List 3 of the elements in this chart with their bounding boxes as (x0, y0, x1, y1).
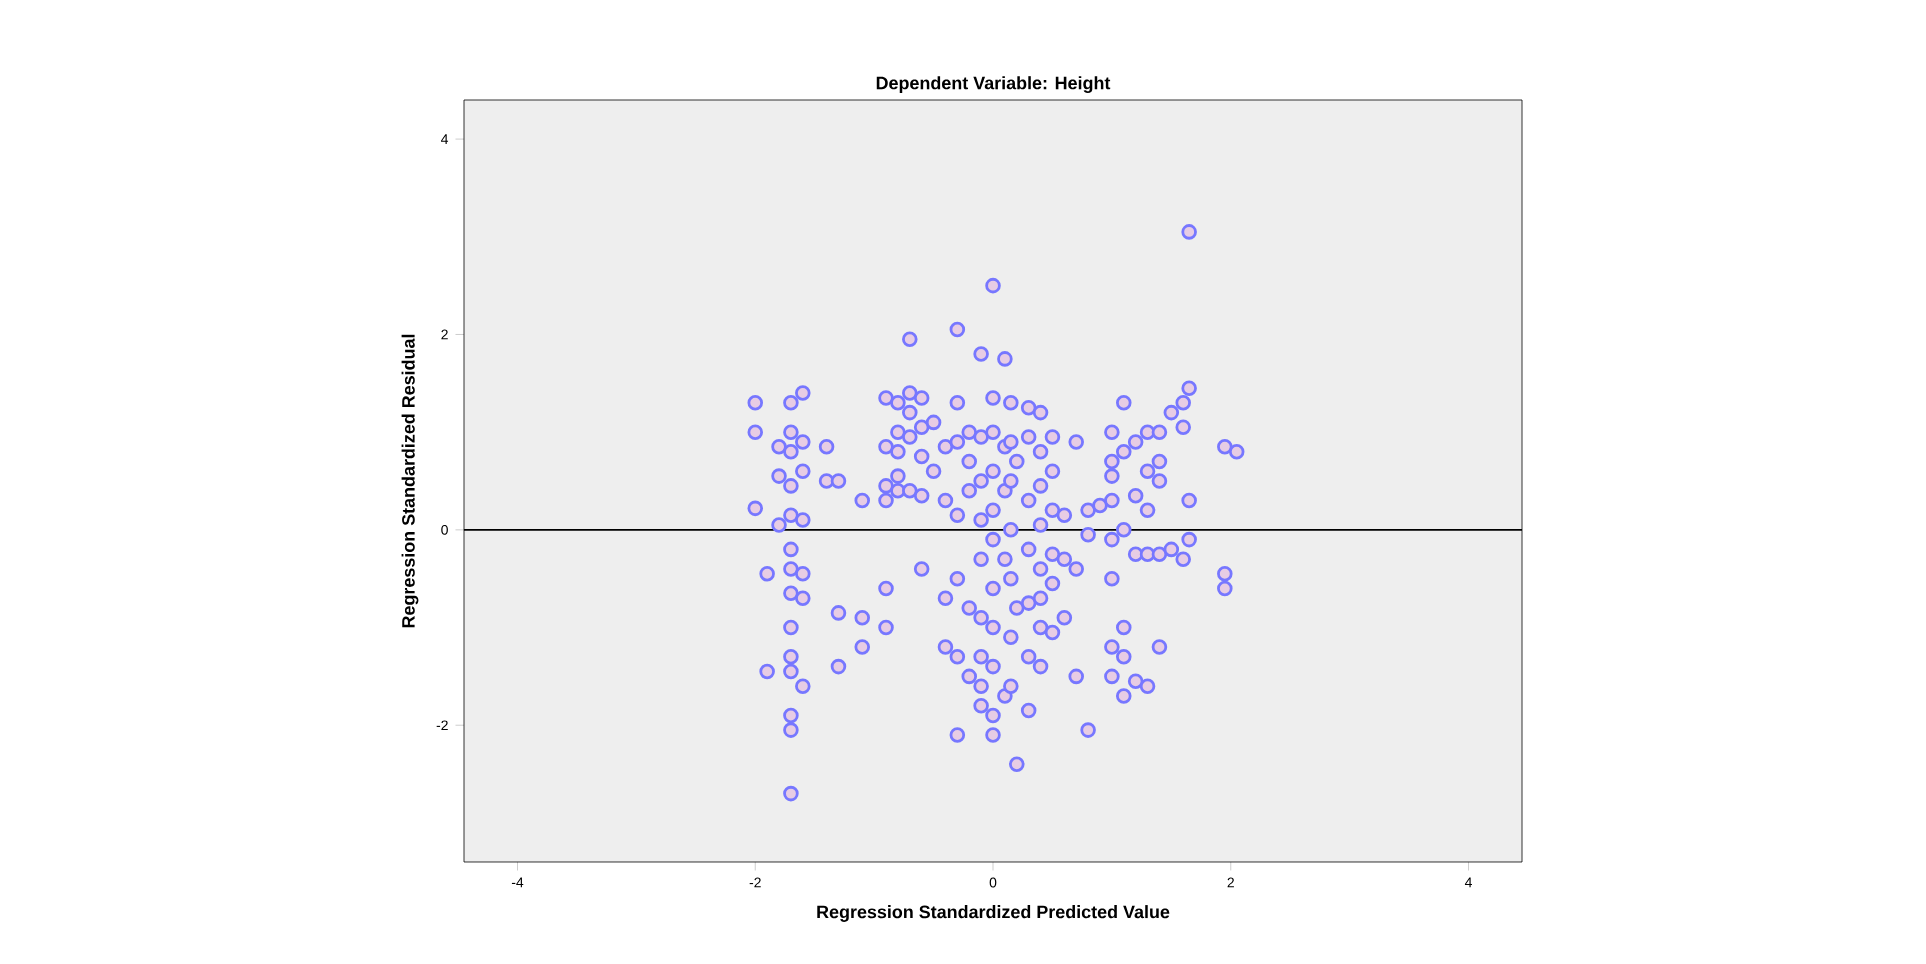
chart-title: Dependent Variable: Height (876, 76, 1111, 93)
y-axis-title: Regression Standardized Residual (401, 334, 419, 628)
x-axis-title: Regression Standardized Predicted Value (817, 905, 1170, 922)
